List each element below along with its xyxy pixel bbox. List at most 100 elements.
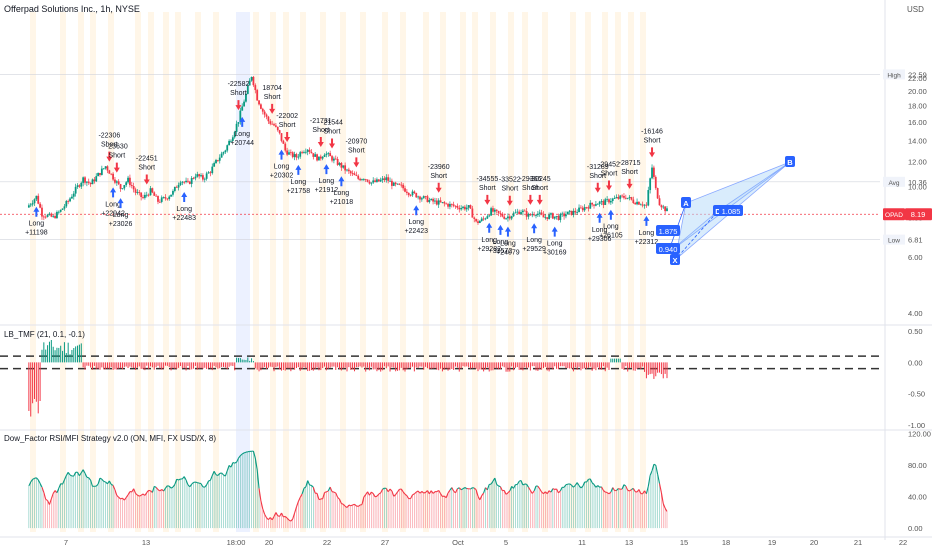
pattern-ratio-2: 0.940 xyxy=(659,245,678,254)
long-label-18-1: +22423 xyxy=(404,228,428,235)
session-band-3 xyxy=(90,12,96,532)
candle-42 xyxy=(104,166,107,169)
candle-37 xyxy=(95,176,98,182)
candle-8 xyxy=(41,207,43,217)
rsi-line-seg-283 xyxy=(556,488,559,494)
session-band-31 xyxy=(615,12,621,532)
short-label-13-1: Short xyxy=(312,127,329,134)
rsi-line-seg-233 xyxy=(462,487,466,490)
session-band-28 xyxy=(570,12,576,532)
candle-201 xyxy=(402,184,405,189)
rsi-line-seg-206 xyxy=(412,493,415,496)
candle-223 xyxy=(443,202,446,204)
candle-248 xyxy=(490,208,492,216)
rsi-line-seg-20 xyxy=(63,475,67,481)
long-arrow-24 xyxy=(504,226,511,237)
rsi-line-seg-339 xyxy=(660,492,664,504)
candle-249 xyxy=(492,208,494,212)
rsi-line-seg-58 xyxy=(135,492,138,496)
rsi-line-seg-222 xyxy=(442,495,445,498)
candle-69 xyxy=(155,195,158,197)
rsi-line-seg-141 xyxy=(290,518,294,522)
candle-313 xyxy=(611,198,614,202)
candle-175 xyxy=(353,173,356,176)
rsi-line-seg-198 xyxy=(397,489,400,493)
rsi-line-seg-57 xyxy=(133,488,137,494)
session-band-10 xyxy=(213,12,219,532)
candle-144 xyxy=(295,154,298,158)
rsi-line-seg-316 xyxy=(618,488,621,490)
candle-200 xyxy=(400,184,403,186)
candle-227 xyxy=(450,203,453,205)
pattern-point-B xyxy=(785,156,795,167)
short-label-26-1: Short xyxy=(531,185,548,192)
candle-272 xyxy=(535,215,537,216)
rsi-line-seg-242 xyxy=(479,495,483,501)
short-arrow-9 xyxy=(269,103,276,114)
rsi-line-seg-142 xyxy=(292,512,296,520)
candle-23 xyxy=(69,198,71,202)
candle-149 xyxy=(304,151,307,153)
candle-108 xyxy=(228,140,231,146)
rsi-line-seg-180 xyxy=(363,494,367,498)
candle-120 xyxy=(250,76,253,81)
candle-21 xyxy=(65,201,68,207)
candle-211 xyxy=(420,198,423,200)
session-band-32 xyxy=(628,12,634,532)
rsi-line-seg-104 xyxy=(221,472,224,476)
rsi-line-seg-69 xyxy=(155,486,159,490)
rsi-line-seg-131 xyxy=(271,516,275,521)
rsi-mfi-title[interactable]: Dow_Factor RSI/MFI Strategy v2.0 (ON, MF… xyxy=(4,434,217,443)
candle-76 xyxy=(168,196,171,200)
session-band-5 xyxy=(135,12,141,532)
rsi-line-seg-115 xyxy=(241,452,245,455)
candle-28 xyxy=(78,185,81,187)
lb-tmf-title[interactable]: LB_TMF (21, 0.1, -0.1) xyxy=(4,330,85,339)
price-panel[interactable]: Long+11198-22306ShortLong+22942-23630Sho… xyxy=(0,74,880,265)
short-label-9-1: Short xyxy=(264,94,281,101)
candle-77 xyxy=(170,194,172,197)
candle-1 xyxy=(27,205,30,208)
rsi-line-seg-324 xyxy=(632,488,636,492)
rsi-line-seg-68 xyxy=(154,485,157,488)
candle-274 xyxy=(538,212,541,214)
tag-value-avg: 10.36 xyxy=(908,178,927,187)
candle-119 xyxy=(248,80,251,86)
candle-280 xyxy=(550,213,552,215)
price-tick-5: 12.00 xyxy=(908,158,927,167)
candle-336 xyxy=(654,176,657,189)
long-arrow-15 xyxy=(323,164,330,175)
candle-4 xyxy=(33,199,36,204)
rsi-line-seg-262 xyxy=(516,480,520,485)
candle-230 xyxy=(456,205,459,208)
candle-311 xyxy=(608,199,610,203)
chart-symbol-title[interactable]: Offerpad Solutions Inc., 1h, NYSE xyxy=(4,4,140,14)
long-label-11-0: Long xyxy=(274,164,290,171)
lb-tmf-panel[interactable] xyxy=(0,339,880,417)
short-label-10-0: -22002 xyxy=(276,113,298,120)
candle-173 xyxy=(349,171,352,174)
session-band-19 xyxy=(400,12,406,532)
candle-71 xyxy=(158,201,161,203)
rsi-line-seg-73 xyxy=(163,487,166,492)
long-label-15-0: Long xyxy=(319,178,335,185)
candle-68 xyxy=(153,192,156,196)
rsi-line-seg-255 xyxy=(503,490,507,495)
candle-287 xyxy=(563,213,565,217)
candle-141 xyxy=(289,152,292,154)
candle-279 xyxy=(548,214,551,219)
candle-261 xyxy=(514,212,517,214)
candle-54 xyxy=(127,177,129,183)
long-label-24-0: Long xyxy=(500,241,516,248)
candles xyxy=(27,76,668,225)
candle-147 xyxy=(301,152,303,153)
long-label-4-1: +23026 xyxy=(109,221,133,228)
rsi-mfi-panel[interactable] xyxy=(28,450,668,529)
rsi-line-seg-64 xyxy=(146,490,150,493)
candle-20 xyxy=(63,206,66,209)
rsi-line-seg-270 xyxy=(531,490,535,494)
candle-202 xyxy=(404,188,406,192)
